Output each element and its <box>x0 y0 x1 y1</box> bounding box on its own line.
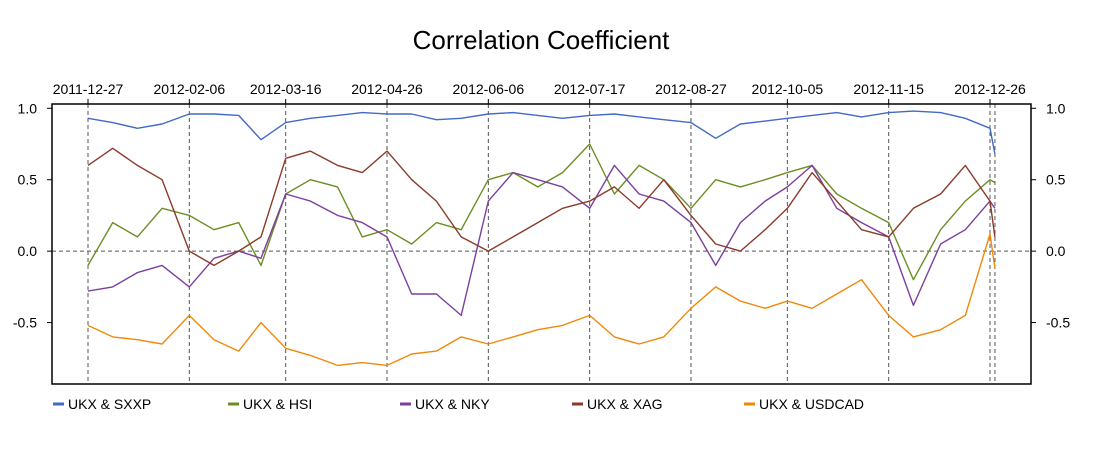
series-layer <box>87 110 996 367</box>
legend-item: UKX & NKY <box>400 396 490 412</box>
x-tick-label: 2012-11-15 <box>853 81 924 97</box>
x-tick-label: 2012-08-27 <box>655 81 727 97</box>
y-tick-label-left: 0.0 <box>18 243 38 259</box>
y-tick-label-right: -0.5 <box>1046 315 1070 331</box>
series-line-0 <box>87 110 996 155</box>
y-tick-label-left: -0.5 <box>13 315 37 331</box>
legend-label: UKX & USDCAD <box>759 396 864 412</box>
legend-label: UKX & NKY <box>415 396 490 412</box>
legend-label: UKX & SXXP <box>68 396 151 412</box>
legend-label: UKX & XAG <box>587 396 662 412</box>
legend-item: UKX & HSI <box>228 396 312 412</box>
x-tick-label: 2012-02-06 <box>154 81 226 97</box>
grid-layer <box>52 104 1031 384</box>
axis-layer: 2011-12-27 2012-02-06 2012-03-16 2012-04-26… <box>13 81 1070 331</box>
y-tick-label-left: 0.5 <box>18 172 38 188</box>
chart-title: Correlation Coefficient <box>413 25 671 55</box>
plot-frame <box>51 103 1032 385</box>
x-tick-label: 2012-03-16 <box>250 81 322 97</box>
y-tick-label-left: 1.0 <box>18 100 38 116</box>
legend-item: UKX & USDCAD <box>744 396 864 412</box>
x-tick-label: 2012-12-26 <box>954 81 1026 97</box>
legend-item: UKX & SXXP <box>53 396 151 412</box>
x-tick-label: 2011-12-27 <box>53 81 124 97</box>
x-tick-label: 2012-06-06 <box>453 81 525 97</box>
y-tick-label-right: 0.5 <box>1046 172 1066 188</box>
legend-label: UKX & HSI <box>243 396 312 412</box>
series-line-4 <box>87 233 996 367</box>
x-tick-label: 2012-10-05 <box>752 81 824 97</box>
y-tick-label-right: 1.0 <box>1046 100 1066 116</box>
legend: UKX & SXXP UKX & HSI UKX & NKY UKX & XAG UKX… <box>53 396 864 412</box>
legend-item: UKX & XAG <box>572 396 662 412</box>
x-tick-label: 2012-07-17 <box>554 81 626 97</box>
x-tick-label: 2012-04-26 <box>351 81 423 97</box>
series-line-2 <box>87 164 996 317</box>
series-line-3 <box>87 147 996 267</box>
y-tick-label-right: 0.0 <box>1046 243 1066 259</box>
series-line-1 <box>87 143 996 281</box>
